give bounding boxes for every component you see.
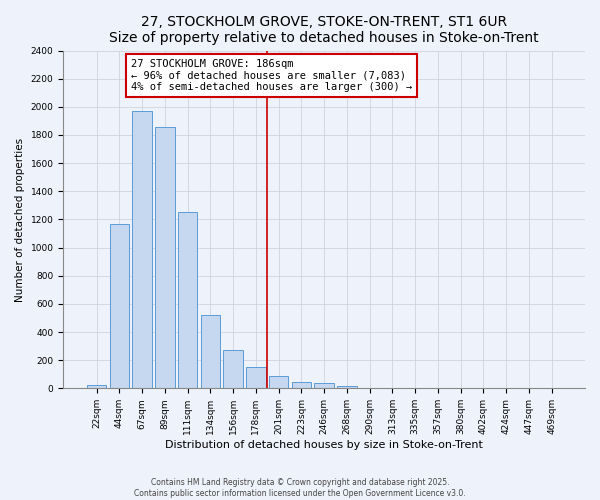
Bar bbox=[87, 385, 106, 388]
Bar bbox=[223, 350, 243, 389]
Text: 27 STOCKHOLM GROVE: 186sqm
← 96% of detached houses are smaller (7,083)
4% of se: 27 STOCKHOLM GROVE: 186sqm ← 96% of deta… bbox=[131, 59, 412, 92]
Bar bbox=[110, 224, 129, 388]
Bar bbox=[337, 386, 356, 388]
Text: Contains HM Land Registry data © Crown copyright and database right 2025.
Contai: Contains HM Land Registry data © Crown c… bbox=[134, 478, 466, 498]
Bar bbox=[314, 384, 334, 388]
Bar bbox=[246, 366, 266, 388]
Title: 27, STOCKHOLM GROVE, STOKE-ON-TRENT, ST1 6UR
Size of property relative to detach: 27, STOCKHOLM GROVE, STOKE-ON-TRENT, ST1… bbox=[109, 15, 539, 45]
Bar bbox=[292, 382, 311, 388]
Y-axis label: Number of detached properties: Number of detached properties bbox=[15, 138, 25, 302]
Bar bbox=[133, 111, 152, 388]
Bar bbox=[201, 315, 220, 388]
Bar bbox=[269, 376, 289, 388]
Bar bbox=[155, 126, 175, 388]
X-axis label: Distribution of detached houses by size in Stoke-on-Trent: Distribution of detached houses by size … bbox=[165, 440, 483, 450]
Bar bbox=[178, 212, 197, 388]
